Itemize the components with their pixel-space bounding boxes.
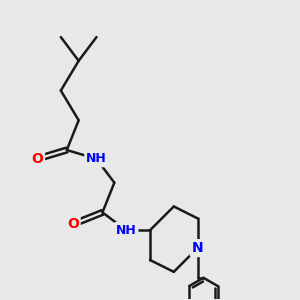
- Text: N: N: [192, 241, 203, 255]
- Text: NH: NH: [86, 152, 107, 165]
- Text: O: O: [31, 152, 43, 166]
- Text: NH: NH: [116, 224, 136, 237]
- Text: O: O: [67, 217, 79, 231]
